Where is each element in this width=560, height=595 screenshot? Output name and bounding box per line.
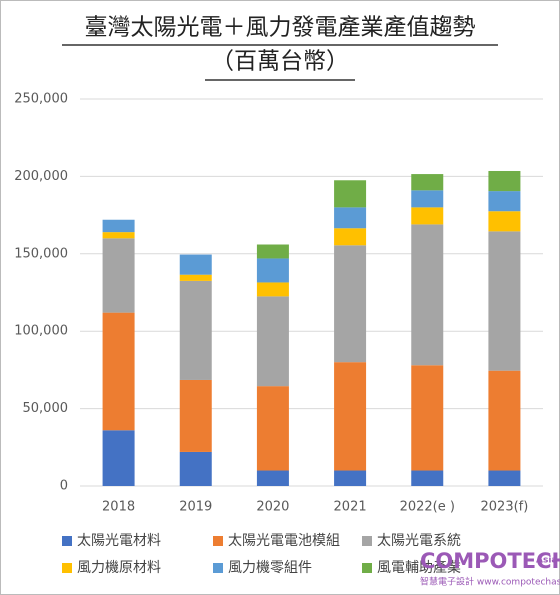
y-tick-label: 200,000 (14, 169, 68, 184)
legend-label: 太陽光電電池模組 (228, 533, 340, 549)
y-tick-label: 0 (60, 479, 68, 494)
bar-segment (256, 296, 289, 387)
legend-label: 太陽光電材料 (77, 533, 161, 549)
bar-segment (334, 228, 367, 246)
bar-segment (334, 362, 367, 471)
y-tick-label: 150,000 (14, 246, 68, 261)
bar-segment (488, 191, 521, 212)
bar-segment (179, 379, 212, 452)
bar-segment (411, 207, 444, 225)
bar-segment (102, 219, 135, 233)
bar-segment (411, 224, 444, 366)
x-tick-label: 2018 (102, 500, 135, 515)
watermark-tagline: 智慧電子設計 www.compotechasia.com (420, 576, 560, 588)
bar-segment (411, 190, 444, 208)
chart-title: 臺灣太陽光電＋風力發電產業產值趨勢 (85, 15, 476, 41)
bar-segment (488, 370, 521, 471)
bar-segment (334, 180, 367, 208)
bar-segment (488, 231, 521, 371)
legend-swatch (62, 536, 72, 546)
legend-swatch (213, 536, 223, 546)
legend-label: 風力機原材料 (77, 560, 161, 576)
watermark-brand: COMPOTECH (420, 549, 560, 573)
bar-segment (102, 238, 135, 313)
watermark-region: Asia (536, 556, 557, 566)
bar-segment (102, 232, 135, 239)
y-tick-label: 100,000 (14, 324, 68, 339)
legend-label: 太陽光電系統 (377, 533, 461, 549)
legend-swatch (62, 563, 72, 573)
x-tick-label: 2019 (179, 500, 212, 515)
y-tick-label: 50,000 (23, 401, 69, 416)
bar-segment (179, 280, 212, 380)
x-tick-label: 2021 (334, 500, 367, 515)
bar-segment (102, 312, 135, 431)
bar-segment (488, 170, 521, 192)
legend-label: 風電輔助產業 (377, 559, 461, 576)
bar-segment (256, 282, 289, 297)
legend-swatch (362, 563, 372, 573)
bar-segment (334, 207, 367, 229)
bar-segment (411, 470, 444, 486)
y-tick-label: 250,000 (14, 92, 68, 107)
bar-segment (179, 254, 212, 275)
x-tick-label: 2022(e ) (400, 500, 455, 515)
bar-segment (102, 430, 135, 486)
legend-label: 風力機零組件 (228, 560, 312, 576)
legend-swatch (362, 536, 372, 546)
bar-segment (256, 386, 289, 471)
x-tick-label: 2020 (256, 500, 289, 515)
chart-subtitle: （百萬台幣） (211, 49, 349, 75)
bar-segment (488, 211, 521, 232)
bar-segment (334, 245, 367, 363)
x-tick-label: 2023(f) (481, 500, 529, 515)
bar-segment (334, 470, 367, 486)
bar-segment (256, 258, 289, 283)
bar-segment (179, 451, 212, 486)
bar-segment (179, 274, 212, 281)
bar-segment (488, 470, 521, 486)
bar-segment (411, 365, 444, 471)
legend-swatch (213, 563, 223, 573)
bar-segment (411, 174, 444, 191)
bar-segment (256, 470, 289, 486)
bar-segment (256, 244, 289, 259)
